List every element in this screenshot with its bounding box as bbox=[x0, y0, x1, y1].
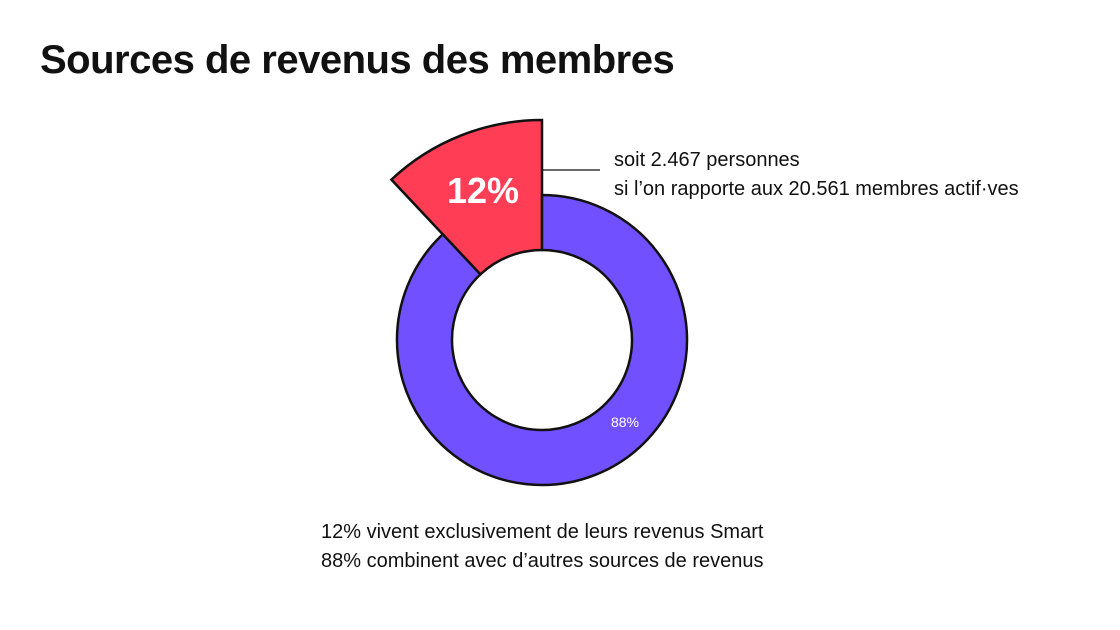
footer-line-1: 12% vivent exclusivement de leurs revenu… bbox=[321, 521, 764, 543]
footer-notes: 12% vivent exclusivement de leurs revenu… bbox=[321, 518, 763, 576]
annotation: soit 2.467 personnes si l’on rapporte au… bbox=[614, 146, 1019, 204]
annotation-line-2: si l’on rapporte aux 20.561 membres acti… bbox=[614, 178, 1019, 200]
slice-label-12: 12% bbox=[447, 170, 519, 211]
footer-line-2: 88% combinent avec d’autres sources de r… bbox=[321, 550, 764, 572]
annotation-line-1: soit 2.467 personnes bbox=[614, 149, 800, 171]
slice-88 bbox=[395, 193, 689, 487]
chart-title: Sources de revenus des membres bbox=[40, 38, 675, 82]
slice-12 bbox=[389, 118, 544, 277]
slice-label-88: 88% bbox=[611, 414, 639, 430]
